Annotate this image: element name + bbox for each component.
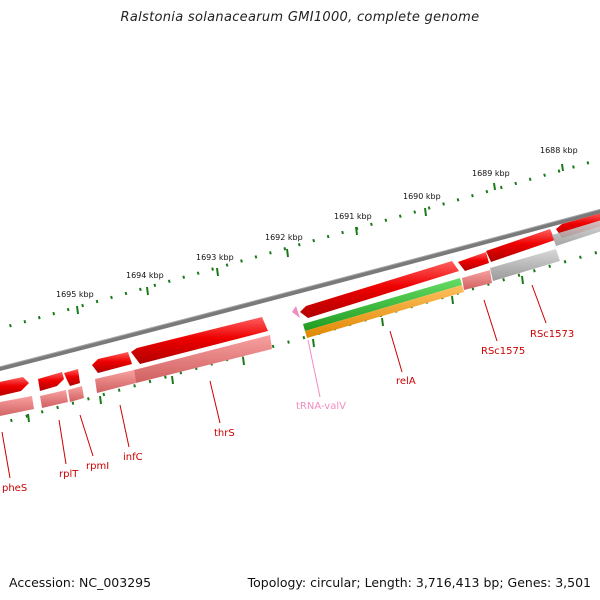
inner-scale-major-ticks — [27, 275, 524, 423]
scale-label-1695: 1695 kbp — [56, 290, 94, 299]
outer-scale-major-ticks — [76, 163, 564, 315]
scale-label-1694: 1694 kbp — [126, 271, 164, 280]
trna-feature — [292, 306, 300, 318]
gene-label-rsc1575: RSc1575 — [481, 346, 525, 357]
accession-text: Accession: NC_003295 — [9, 575, 152, 590]
scale-label-1690: 1690 kbp — [403, 192, 441, 201]
gray-feature — [490, 249, 560, 281]
cds-feature — [0, 377, 29, 396]
rna-feature-green — [303, 278, 462, 331]
scale-label-1691: 1691 kbp — [334, 212, 372, 221]
cds-feature — [64, 369, 80, 386]
label-leaders — [1, 284, 547, 479]
genome-title: Ralstonia solanacearum GMI1000, complete… — [120, 10, 480, 25]
cds-feature — [92, 352, 132, 373]
gene-label-rsc1573: RSc1573 — [530, 329, 574, 340]
gene-product-row — [0, 220, 600, 416]
cds-feature — [486, 229, 555, 262]
gene-label-thrs: thrS — [214, 428, 235, 439]
cds-feature — [300, 261, 459, 318]
genome-backbone — [0, 209, 600, 372]
inner-scale-track — [0, 249, 600, 426]
scale-label-1689: 1689 kbp — [472, 169, 510, 178]
rna-feature-orange — [305, 285, 464, 338]
gene-label-phes: pheS — [2, 483, 27, 494]
cds-feature — [458, 252, 489, 271]
cds-feature — [131, 317, 268, 364]
gray-feature — [552, 220, 600, 246]
gene-label-infc: infC — [123, 452, 143, 463]
cds-feature — [38, 372, 64, 391]
gene-product — [134, 335, 272, 383]
genome-summary-text: Topology: circular; Length: 3,716,413 bp… — [247, 575, 591, 590]
outer-scale-track — [0, 157, 600, 331]
trna-leader — [307, 339, 321, 398]
gene-product — [462, 270, 492, 290]
gene-product — [68, 386, 84, 402]
gene-label-rpmi: rpmI — [86, 461, 109, 472]
gene-label-rela: relA — [396, 376, 416, 387]
gene-product — [40, 390, 68, 408]
scale-label-1693: 1693 kbp — [196, 253, 234, 262]
scale-label-1692: 1692 kbp — [265, 233, 303, 242]
scale-label-1688: 1688 kbp — [540, 146, 578, 155]
gene-product — [0, 396, 34, 416]
gene-product — [95, 370, 136, 393]
gene-label-trna-valv: tRNA-valV — [296, 401, 346, 412]
gene-label-rplt: rplT — [59, 469, 79, 480]
